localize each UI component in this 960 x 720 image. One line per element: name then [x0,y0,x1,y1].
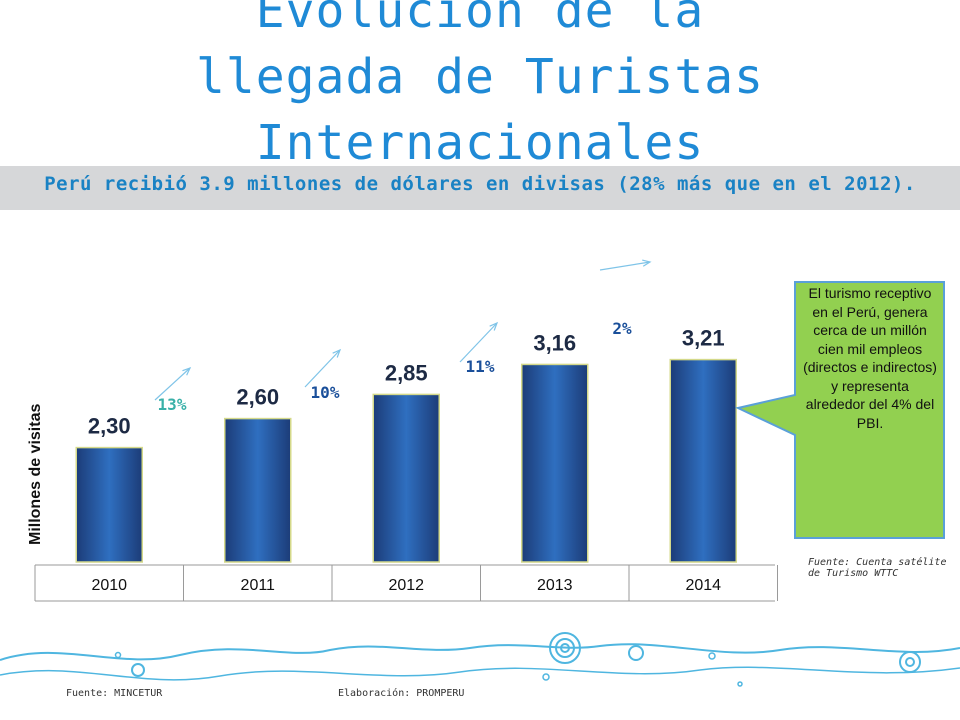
callout-source: Fuente: Cuenta satélite de Turismo WTTC [808,557,947,579]
x-tick-label: 2011 [241,577,276,594]
page-title-line: Internacionales [255,115,705,171]
growth-arrow [304,349,341,388]
bar-value-label: 3,16 [533,330,576,355]
x-tick-label: 2012 [388,577,424,594]
bar-value-label: 2,30 [88,414,131,439]
page-title: Evolución de la llegada de Turistas Intern… [0,0,960,176]
growth-label: 2% [612,319,632,338]
bar-2013 [521,363,589,563]
subtitle-band [0,166,960,210]
page-title-line: Evolución de la [255,0,705,39]
growth-arrowhead [489,321,499,331]
growth-arrowhead [332,348,342,358]
growth-arrow [459,322,498,363]
footer-prepared-by: Elaboración: PROMPERU [338,688,465,699]
growth-label: 11% [466,357,495,376]
page-title-line: llegada de Turistas [195,49,765,105]
x-tick-label: 2013 [537,577,573,594]
growth-label: 13% [158,395,187,414]
bar-value-label: 3,21 [682,326,725,351]
bar-2014 [669,358,737,563]
x-tick-label: 2014 [685,577,721,594]
x-tick-label: 2010 [91,577,127,594]
subtitle: Perú recibió 3.9 millones de dólares en … [44,173,916,195]
bar-2010 [75,446,143,563]
growth-arrowhead [182,366,192,376]
growth-label: 10% [311,383,340,402]
callout-text: El turismo receptivo en el Perú, genera … [803,285,937,431]
growth-arrowhead [642,259,652,267]
bar-value-label: 2,85 [385,360,428,385]
footer-source: Fuente: MINCETUR [66,688,163,699]
bar-value-label: 2,60 [236,385,279,410]
growth-arrow [154,367,191,401]
y-axis-label: Millones de visitas [27,404,44,545]
bar-2011 [224,417,292,563]
bar-2012 [372,393,440,563]
growth-arrow [599,261,651,271]
